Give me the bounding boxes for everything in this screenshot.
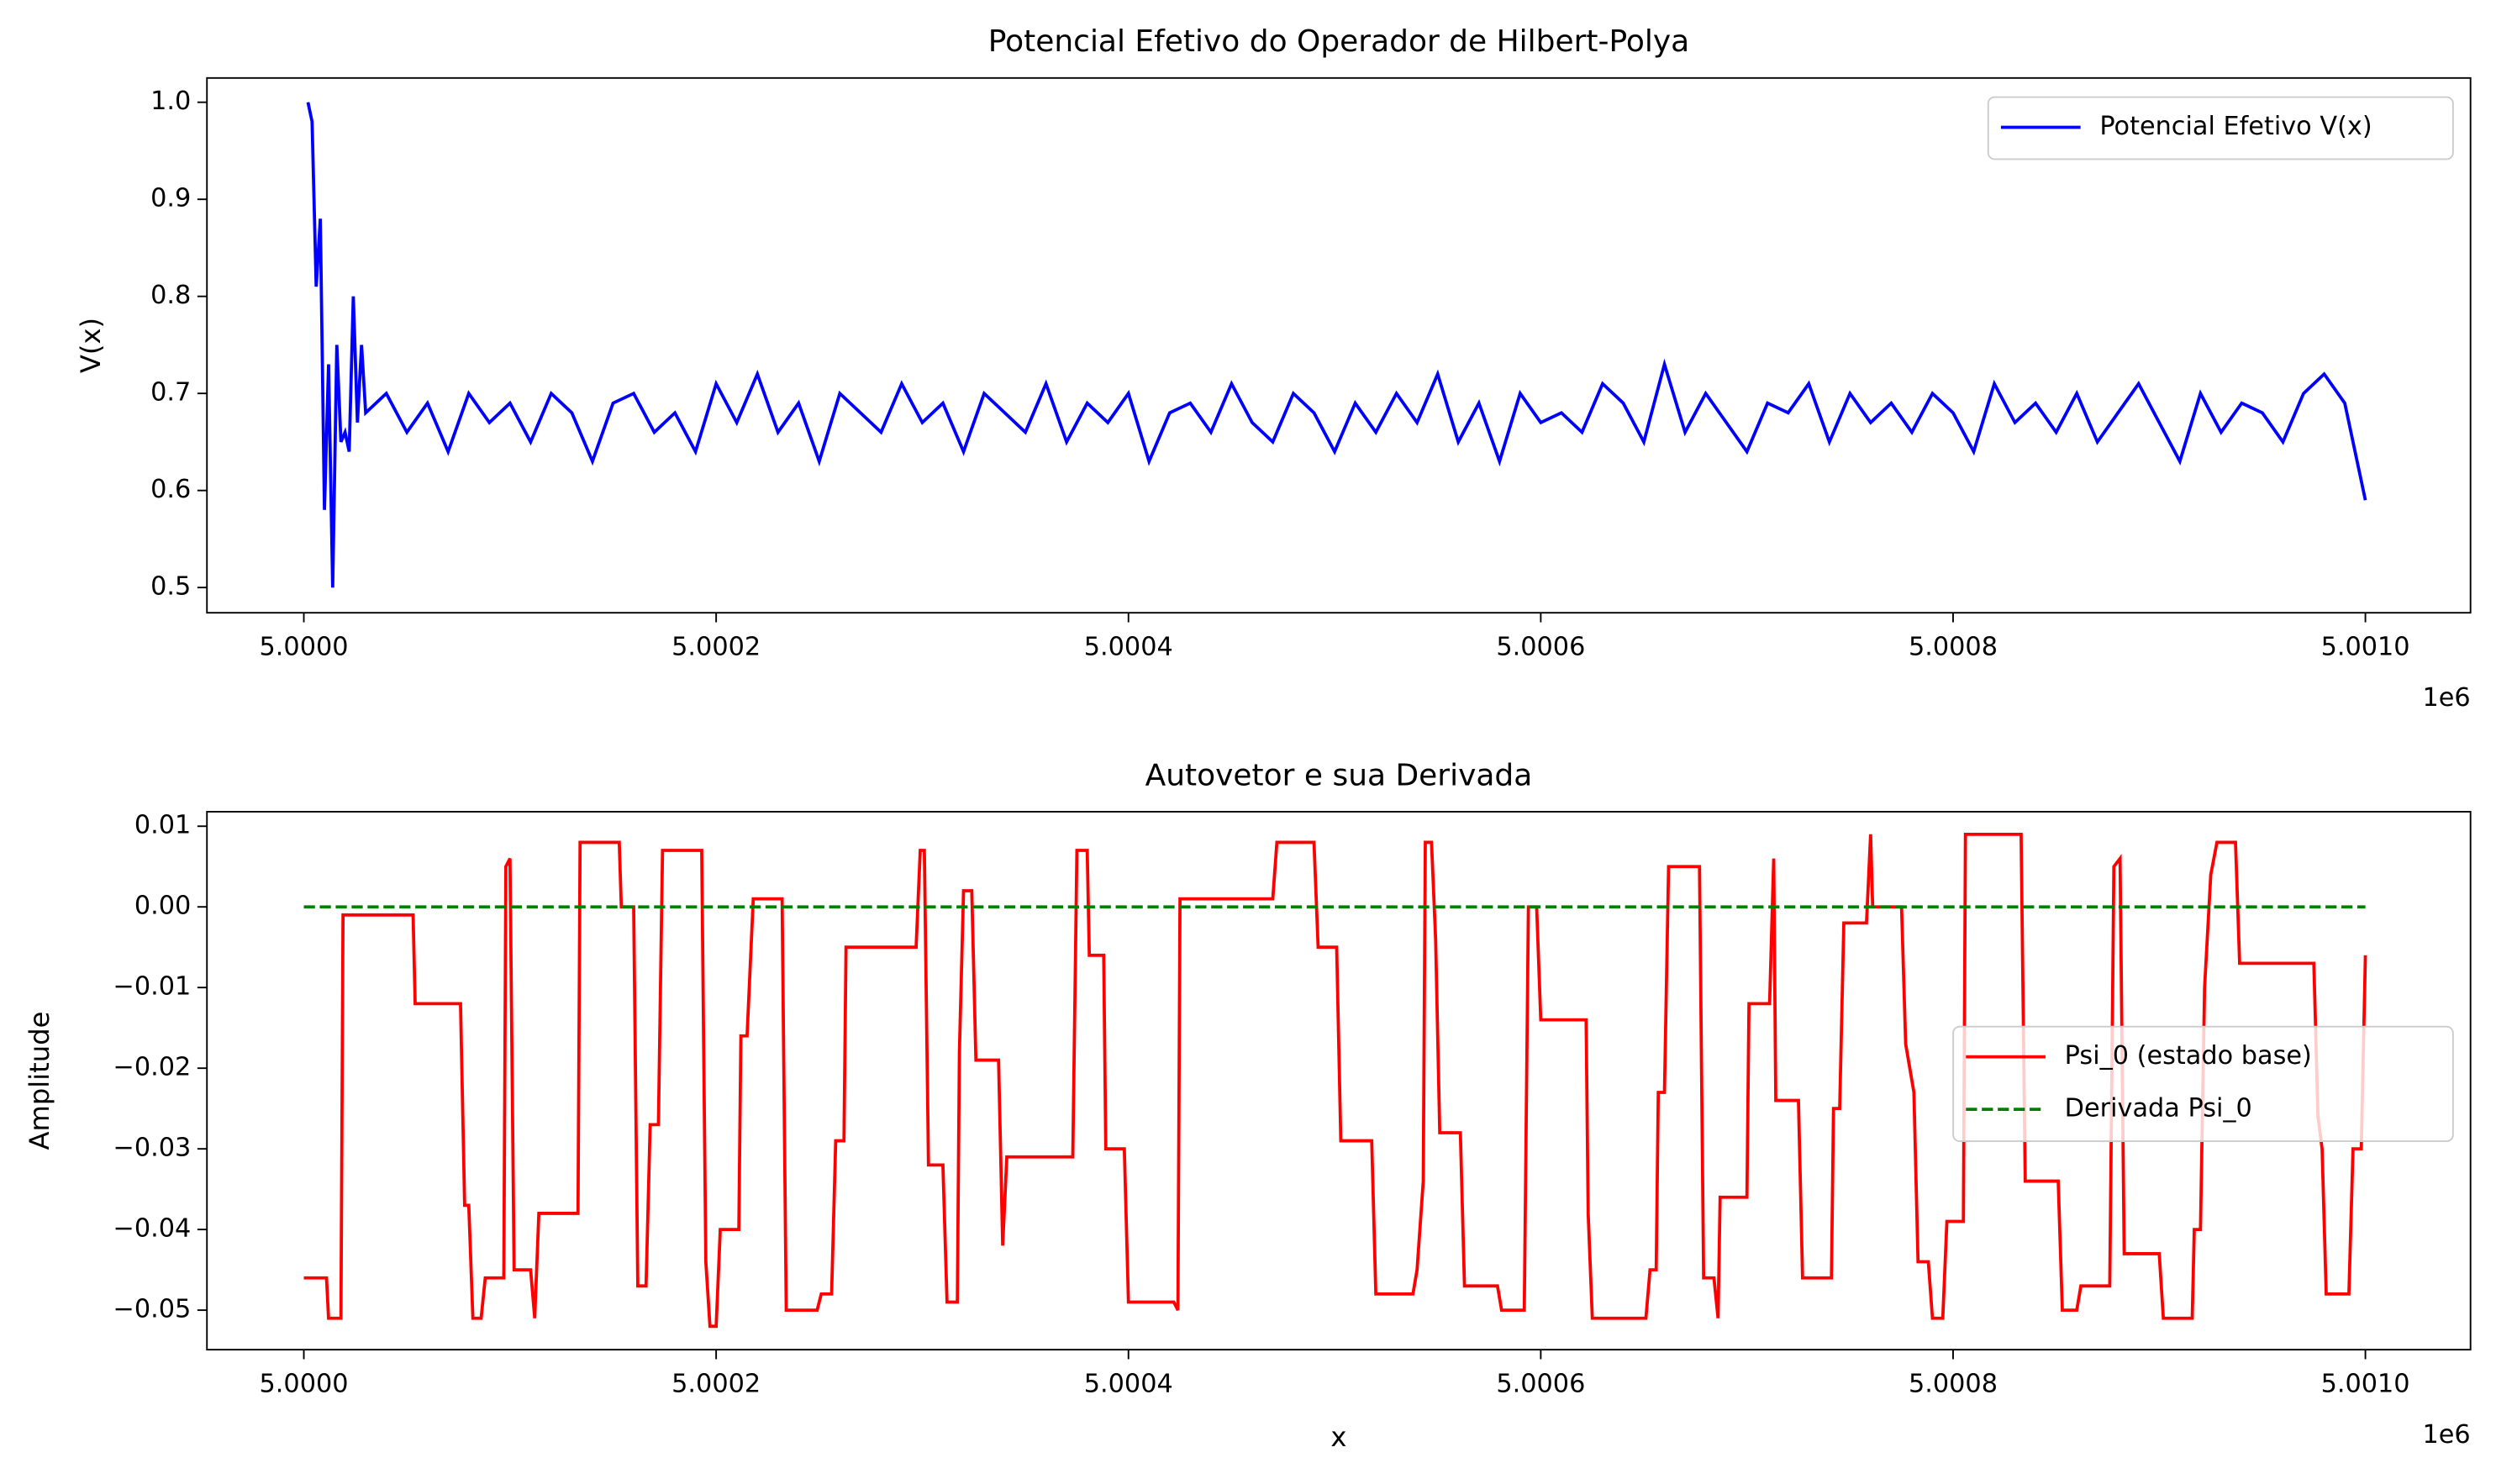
y-tick-label: −0.05 <box>113 1295 191 1324</box>
x-tick-label: 5.0008 <box>1909 632 1998 661</box>
y-tick-label: 0.8 <box>150 281 191 310</box>
x-offset-label: 1e6 <box>2422 1420 2470 1450</box>
y-tick-label: −0.01 <box>113 972 191 1002</box>
x-offset-label: 1e6 <box>2422 683 2470 713</box>
line-series <box>306 102 2367 588</box>
x-axis-label: x <box>1330 1421 1346 1453</box>
x-tick-label: 5.0008 <box>1909 1369 1998 1398</box>
chart-title: Autovetor e sua Derivada <box>1145 758 1533 792</box>
legend-label: Psi_0 (estado base) <box>2065 1041 2312 1071</box>
axes-frame <box>206 811 2472 1351</box>
x-tick-label: 5.0004 <box>1084 632 1173 661</box>
y-tick-label: 0.9 <box>150 184 191 213</box>
y-tick-label: 0.00 <box>134 892 191 921</box>
x-tick-label: 5.0002 <box>671 1369 761 1398</box>
legend-box <box>1952 1025 2454 1142</box>
y-tick-label: −0.02 <box>113 1053 191 1082</box>
y-tick-label: 0.7 <box>150 378 191 408</box>
x-tick-label: 5.0000 <box>260 632 349 661</box>
chart-title: Potencial Efetivo do Operador de Hilbert… <box>988 24 1689 59</box>
y-tick-label: 0.5 <box>150 572 191 602</box>
x-tick-label: 5.0006 <box>1496 1369 1585 1398</box>
x-tick-label: 5.0002 <box>671 632 761 661</box>
y-tick-label: −0.03 <box>113 1134 191 1163</box>
x-tick-label: 5.0000 <box>260 1369 349 1398</box>
legend-label: Potencial Efetivo V(x) <box>2099 112 2372 141</box>
y-tick-label: −0.04 <box>113 1214 191 1244</box>
x-tick-label: 5.0010 <box>2321 632 2410 661</box>
legend-label: Derivada Psi_0 <box>2065 1094 2252 1124</box>
x-tick-label: 5.0004 <box>1084 1369 1173 1398</box>
y-axis-label: V(x) <box>75 318 107 373</box>
legend-box <box>1987 96 2454 161</box>
axes-frame <box>206 76 2472 614</box>
y-tick-label: 0.01 <box>134 811 191 840</box>
y-tick-label: 1.0 <box>150 87 191 116</box>
line-series <box>303 832 2367 1329</box>
y-axis-label: Amplitude <box>24 1012 55 1150</box>
y-tick-label: 0.6 <box>150 475 191 504</box>
x-tick-label: 5.0006 <box>1496 632 1585 661</box>
x-tick-label: 5.0010 <box>2321 1369 2410 1398</box>
